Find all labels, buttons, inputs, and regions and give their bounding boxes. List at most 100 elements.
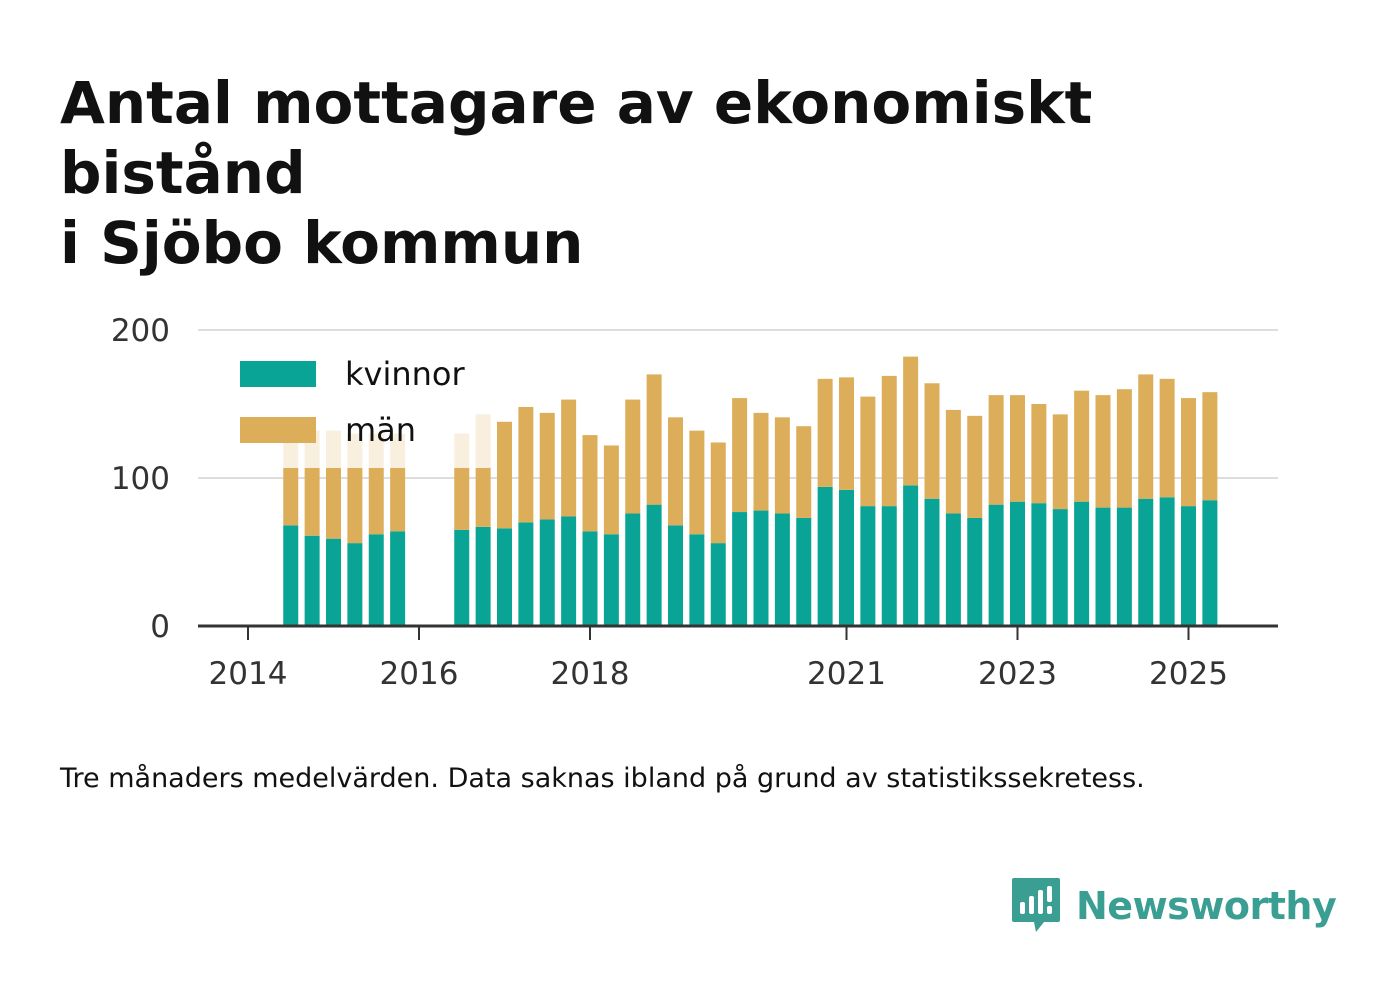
bar-kvinnor: [283, 525, 299, 626]
bar-kvinnor: [390, 531, 406, 626]
x-tick-label: 2025: [1149, 656, 1228, 692]
bar-man: [1095, 395, 1111, 508]
bar-man: [625, 399, 641, 514]
bar-kvinnor: [732, 512, 748, 626]
axes: 0 100 200 2014 2016 2018 2021 2023 2025: [111, 313, 1278, 692]
y-tick-label: 0: [150, 609, 170, 645]
legend-label: kvinnor: [345, 355, 466, 393]
bar-man: [1010, 395, 1025, 502]
legend-label: män: [345, 411, 416, 449]
bar-kvinnor: [839, 489, 854, 626]
brand-logo: Newsworthy: [1010, 876, 1337, 936]
bar-kvinnor: [582, 531, 598, 626]
bar-man: [668, 417, 683, 526]
bar-kvinnor: [561, 516, 577, 626]
bar-man: [732, 398, 748, 513]
bar-kvinnor: [326, 538, 341, 626]
legend-swatch: [240, 361, 316, 387]
bar-kvinnor: [710, 543, 726, 626]
bar-man: [753, 412, 769, 511]
bar-man: [924, 383, 940, 499]
bar-man: [518, 406, 534, 523]
bar-man: [945, 409, 961, 514]
bar-kvinnor: [1202, 500, 1218, 626]
bar-man: [881, 375, 897, 507]
bar-man: [860, 396, 876, 507]
bar-kvinnor: [368, 534, 384, 626]
bars: [283, 356, 1218, 626]
bar-kvinnor: [689, 534, 705, 626]
bar-kvinnor: [881, 506, 897, 626]
bar-man: [796, 426, 812, 518]
x-tick-label: 2014: [209, 656, 288, 692]
bar-kvinnor: [475, 526, 491, 626]
bar-kvinnor: [1138, 498, 1154, 626]
y-tick-label: 200: [111, 313, 170, 349]
stacked-bar-chart: 0 100 200 2014 2016 2018 2021 2023 2025 kvinnor m…: [111, 313, 1278, 692]
bar-man: [839, 377, 854, 490]
brand-name: Newsworthy: [1076, 884, 1337, 928]
bar-kvinnor: [304, 535, 320, 626]
bar-man: [1181, 398, 1196, 507]
bar-man: [967, 415, 983, 518]
bar-kvinnor: [1010, 501, 1025, 626]
bar-man: [988, 395, 1004, 505]
bar-kvinnor: [497, 528, 512, 626]
bar-kvinnor: [539, 519, 555, 626]
newsworthy-chat-bars-icon: [1012, 878, 1060, 932]
bar-kvinnor: [625, 513, 641, 626]
bar-kvinnor: [817, 486, 833, 626]
chart-title-line-2: i Sjöbo kommun: [60, 209, 584, 277]
bar-man: [710, 442, 726, 544]
bar-man: [774, 417, 790, 514]
bar-kvinnor: [1116, 507, 1132, 626]
x-tick-label: 2021: [807, 656, 886, 692]
bar-kvinnor: [753, 510, 769, 626]
y-tick-label: 100: [111, 461, 170, 497]
chart-footnote: Tre månaders medelvärden. Data saknas ib…: [60, 763, 1145, 794]
bar-kvinnor: [1181, 506, 1196, 626]
bar-man: [1202, 392, 1218, 501]
bar-man: [1074, 390, 1090, 502]
bar-man: [1116, 389, 1132, 508]
legend: kvinnor män: [222, 346, 494, 468]
bar-man: [1031, 404, 1047, 504]
bar-man: [1138, 374, 1154, 499]
bar-man: [1159, 378, 1175, 498]
bar-kvinnor: [646, 504, 662, 626]
bar-kvinnor: [774, 513, 790, 626]
bar-man: [539, 412, 555, 520]
bar-kvinnor: [945, 513, 961, 626]
chart-title: Antal mottagare av ekonomiskt bistånd i …: [60, 68, 1350, 278]
bar-kvinnor: [903, 485, 919, 626]
bar-man: [603, 445, 619, 535]
bar-kvinnor: [1031, 503, 1047, 626]
legend-swatch: [240, 417, 316, 443]
bar-man: [561, 399, 577, 517]
bar-kvinnor: [860, 506, 876, 626]
bar-man: [903, 356, 919, 486]
bar-kvinnor: [454, 529, 470, 626]
bar-man: [582, 435, 598, 532]
bar-kvinnor: [1074, 501, 1090, 626]
bar-kvinnor: [603, 534, 619, 626]
chart-title-line-1: Antal mottagare av ekonomiskt bistånd: [60, 69, 1093, 207]
bar-kvinnor: [518, 522, 534, 626]
bar-man: [1052, 414, 1068, 510]
bar-kvinnor: [967, 517, 983, 626]
bar-kvinnor: [1095, 507, 1111, 626]
bar-man: [497, 421, 512, 529]
bar-kvinnor: [1159, 497, 1175, 626]
bar-kvinnor: [1052, 509, 1068, 626]
x-tick-label: 2023: [978, 656, 1057, 692]
x-tick-label: 2018: [551, 656, 630, 692]
bar-kvinnor: [668, 525, 683, 626]
bar-man: [689, 430, 705, 535]
bar-man: [646, 374, 662, 505]
bar-kvinnor: [347, 543, 363, 626]
bar-kvinnor: [796, 517, 812, 626]
bar-kvinnor: [924, 498, 940, 626]
bar-man: [817, 378, 833, 487]
x-tick-label: 2016: [380, 656, 459, 692]
bar-kvinnor: [988, 504, 1004, 626]
